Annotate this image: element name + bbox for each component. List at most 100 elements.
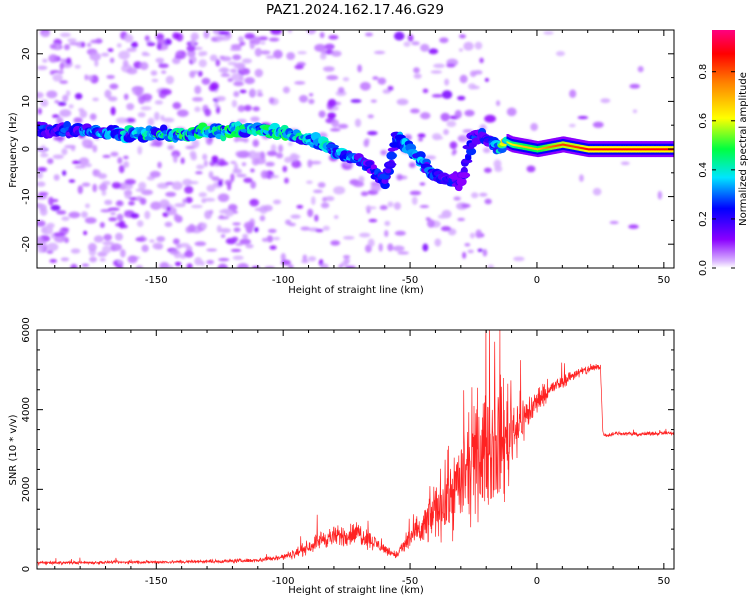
noise-blob	[342, 77, 350, 82]
band-cell	[620, 149, 624, 153]
band-cell	[623, 145, 626, 149]
noise-blob	[98, 183, 108, 191]
band-cell	[646, 141, 649, 144]
band-cell	[569, 148, 573, 152]
band-cell	[619, 152, 622, 155]
noise-blob	[239, 69, 250, 75]
noise-blob	[368, 218, 378, 223]
band-cell	[529, 148, 532, 152]
noise-blob	[467, 249, 474, 254]
band-cell	[605, 152, 608, 155]
band-cell	[597, 141, 601, 144]
band-cell	[610, 152, 613, 155]
noise-blob	[232, 168, 243, 174]
band-cell	[519, 137, 522, 141]
noise-blob	[194, 241, 207, 247]
noise-blob	[99, 258, 106, 262]
band-cell	[654, 141, 658, 144]
band-cell	[524, 147, 527, 151]
band-cell	[544, 142, 547, 145]
band-cell	[576, 147, 579, 151]
noise-blob	[190, 153, 197, 161]
noise-blob	[89, 113, 97, 121]
snr-xlabel: Height of straight line (km)	[288, 585, 424, 596]
noise-blob	[484, 114, 496, 123]
band-cell	[620, 147, 624, 151]
noise-blob	[299, 95, 308, 103]
noise-blob	[632, 109, 638, 114]
noise-blob	[186, 263, 193, 268]
band-cell	[621, 145, 625, 149]
band-cell	[600, 143, 603, 147]
band-cell	[544, 144, 547, 147]
band-cell	[606, 149, 610, 153]
noise-blob	[217, 161, 229, 166]
noise-blob	[104, 199, 113, 206]
band-cell	[649, 141, 653, 144]
band-cell	[597, 154, 601, 158]
noise-blob	[157, 161, 162, 169]
band-cell	[520, 149, 523, 152]
band-cell	[591, 152, 594, 155]
band-cell	[614, 152, 617, 155]
band-cell	[550, 138, 554, 142]
band-cell	[549, 141, 552, 144]
band-cell	[667, 141, 670, 144]
band-cell	[624, 152, 627, 155]
noise-blob	[174, 261, 182, 267]
noise-blob	[239, 75, 244, 82]
noise-blob	[49, 259, 58, 263]
x-tick-label: -150	[145, 275, 168, 286]
noise-blob	[378, 243, 383, 252]
noise-blob	[275, 152, 284, 159]
band-cell	[658, 152, 662, 155]
band-cell	[615, 154, 618, 158]
noise-blob	[155, 57, 165, 64]
noise-blob	[462, 251, 467, 259]
colorbar-tick-label: 0.8	[698, 64, 709, 80]
noise-blob	[471, 85, 480, 90]
band-cell	[509, 146, 512, 149]
band-cell	[573, 145, 577, 148]
band-cell	[656, 152, 659, 155]
noise-blob	[173, 213, 179, 222]
band-cell	[600, 149, 603, 153]
noise-blob	[367, 114, 374, 119]
band-cell	[577, 145, 580, 149]
noise-blob	[461, 203, 471, 208]
noise-blob	[54, 235, 66, 243]
band-cell	[671, 143, 674, 147]
noise-blob	[367, 130, 378, 136]
noise-blob	[319, 53, 327, 60]
noise-blob	[46, 242, 59, 252]
noise-blob	[328, 34, 339, 40]
band-cell	[590, 143, 593, 147]
noise-blob	[365, 32, 373, 37]
band-cell	[638, 149, 641, 153]
band-cell	[573, 149, 577, 153]
band-cell	[538, 140, 541, 144]
noise-blob	[124, 178, 136, 185]
noise-blob	[320, 263, 329, 268]
band-cell	[630, 149, 634, 153]
band-cell	[550, 145, 554, 148]
band-cell	[554, 140, 558, 143]
band-cell	[535, 151, 538, 155]
noise-blob	[236, 173, 247, 178]
band-cell	[639, 152, 643, 155]
noise-blob	[152, 242, 164, 250]
noise-blob	[110, 151, 119, 157]
band-cell	[536, 152, 540, 155]
noise-blob	[198, 59, 207, 68]
noise-blob	[302, 254, 308, 262]
noise-blob	[482, 249, 488, 257]
band-cell	[624, 154, 627, 158]
band-cell	[609, 141, 612, 144]
noise-blob	[216, 225, 222, 233]
band-cell	[588, 145, 592, 149]
band-cell	[531, 142, 535, 146]
noise-blob	[289, 153, 299, 162]
band-cell	[590, 152, 593, 155]
band-cell	[529, 139, 532, 143]
noise-blob	[82, 138, 90, 147]
